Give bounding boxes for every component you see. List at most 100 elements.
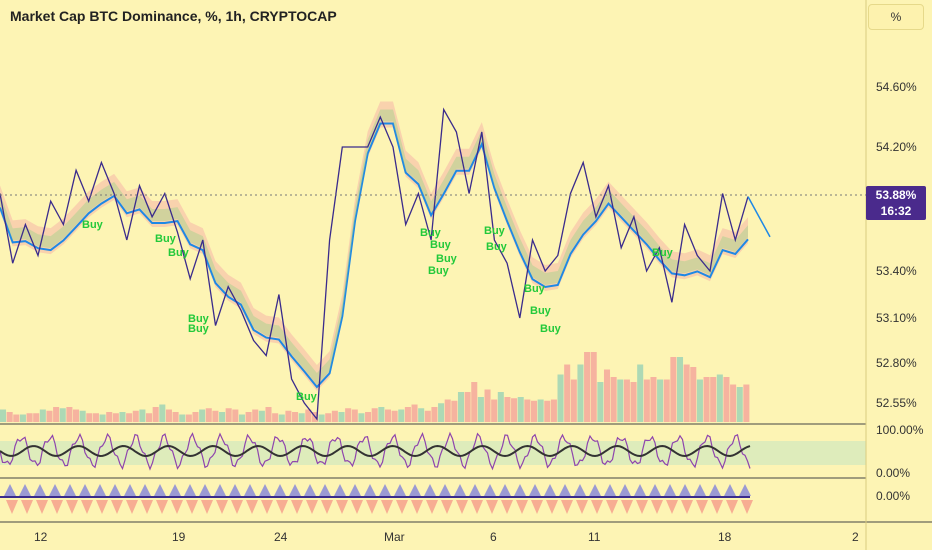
volume-bar xyxy=(79,410,86,422)
y-tick-label: 53.10% xyxy=(876,311,917,325)
histogram-down-marker xyxy=(321,500,333,514)
volume-bar xyxy=(723,377,730,422)
volume-bar xyxy=(252,409,259,422)
volume-bar xyxy=(238,414,245,422)
histogram-up-marker xyxy=(649,484,661,496)
cloud-band xyxy=(0,101,748,391)
volume-bar xyxy=(132,410,139,422)
volume-bar xyxy=(696,379,703,422)
histogram-down-marker xyxy=(636,500,648,514)
volume-bar xyxy=(179,414,186,422)
volume-bar xyxy=(219,412,226,422)
histogram-up-marker xyxy=(439,484,451,496)
volume-bar xyxy=(325,413,332,422)
volume-bar xyxy=(683,364,690,422)
histogram-up-marker xyxy=(364,484,376,496)
histogram-up-marker xyxy=(574,484,586,496)
buy-signal-label: Buy xyxy=(188,323,210,335)
histogram-up-marker xyxy=(664,484,676,496)
volume-bar xyxy=(716,374,723,422)
histogram-down-marker xyxy=(246,500,258,514)
cloud-bands xyxy=(0,101,749,391)
volume-bar xyxy=(53,407,60,422)
histogram-down-marker xyxy=(741,500,753,514)
volume-bar xyxy=(278,414,285,422)
histogram-down-marker xyxy=(21,500,33,514)
volume-bar xyxy=(411,404,418,422)
volume-bars xyxy=(0,352,750,422)
volume-bar xyxy=(331,410,338,422)
histogram-up-marker xyxy=(274,484,286,496)
histogram-down-marker xyxy=(51,500,63,514)
buy-signal-label: Buy xyxy=(82,219,104,231)
volume-bar xyxy=(603,369,611,422)
histogram-up-marker xyxy=(244,484,256,496)
volume-bar xyxy=(365,412,372,422)
histogram-up-marker xyxy=(694,484,706,496)
histogram-up-marker xyxy=(304,484,316,496)
volume-bar xyxy=(657,379,664,422)
histogram-down-marker xyxy=(186,500,198,514)
volume-bar xyxy=(185,414,192,422)
oscillator-line xyxy=(0,431,751,471)
volume-bar xyxy=(663,379,670,422)
histogram-up-marker xyxy=(724,484,736,496)
histogram-up-marker xyxy=(484,484,496,496)
volume-bar xyxy=(623,379,630,422)
current-price-value: 53.88% xyxy=(875,188,917,202)
volume-bar xyxy=(650,377,657,422)
histogram-pane: 0.00% xyxy=(0,484,910,514)
histogram-down-marker xyxy=(456,500,468,514)
volume-bar xyxy=(404,407,411,422)
volume-bar xyxy=(497,392,504,422)
volume-bar xyxy=(418,408,425,422)
cloud-band xyxy=(0,109,748,385)
histogram-down-marker xyxy=(261,500,273,514)
volume-bar xyxy=(524,399,531,422)
histogram-up-marker xyxy=(469,484,481,496)
price-pane: BuyBuyBuyBuyBuyBuyBuyBuyBuyBuyBuyBuyBuyB… xyxy=(0,101,771,422)
buy-signal-label: Buy xyxy=(168,247,190,259)
x-tick-label: Mar xyxy=(384,530,405,544)
volume-bar xyxy=(139,409,146,422)
x-axis: 12 19 24 Mar 6 11 18 2 xyxy=(34,530,859,544)
histogram-up-marker xyxy=(79,484,91,496)
histogram-down-marker xyxy=(576,500,588,514)
volume-bar xyxy=(444,399,451,422)
y-tick-label: 54.20% xyxy=(876,140,917,154)
histogram-up-marker xyxy=(529,484,541,496)
volume-bar xyxy=(378,407,385,422)
volume-bar xyxy=(26,413,33,422)
volume-bar xyxy=(205,408,212,422)
histogram-up-marker xyxy=(499,484,511,496)
histogram-down-marker xyxy=(201,500,213,514)
volume-bar xyxy=(106,412,113,422)
histogram-down-marker xyxy=(366,500,378,514)
volume-bar xyxy=(305,409,312,422)
volume-bar xyxy=(597,382,604,422)
histogram-up-marker xyxy=(94,484,106,496)
volume-bar xyxy=(544,400,551,422)
volume-bar xyxy=(384,409,391,422)
histogram-up-marker xyxy=(514,484,526,496)
x-tick-label: 2 xyxy=(852,530,859,544)
histogram-down-marker xyxy=(486,500,498,514)
histogram-down-marker xyxy=(606,500,618,514)
volume-bar xyxy=(73,409,80,422)
volume-bar xyxy=(345,408,352,422)
histogram-up-marker xyxy=(184,484,196,496)
histogram-down-marker xyxy=(276,500,288,514)
projection-line xyxy=(747,196,771,238)
percent-scale-button[interactable]: % xyxy=(868,4,924,30)
y-tick-label: 54.60% xyxy=(876,80,917,94)
histogram-down-marker xyxy=(711,500,723,514)
histogram-up-marker xyxy=(634,484,646,496)
volume-bar xyxy=(112,413,119,422)
volume-bar xyxy=(637,364,644,422)
histogram-up-marker xyxy=(604,484,616,496)
volume-bar xyxy=(86,413,93,422)
histogram-down-marker xyxy=(171,500,183,514)
histogram-down-marker xyxy=(426,500,438,514)
volume-bar xyxy=(358,413,365,422)
